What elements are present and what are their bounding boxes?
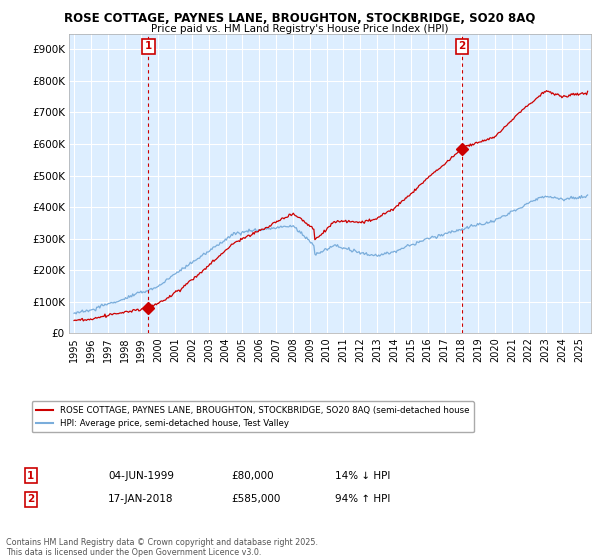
Text: £585,000: £585,000 <box>231 494 280 505</box>
Text: £80,000: £80,000 <box>231 470 274 480</box>
Text: ROSE COTTAGE, PAYNES LANE, BROUGHTON, STOCKBRIDGE, SO20 8AQ: ROSE COTTAGE, PAYNES LANE, BROUGHTON, ST… <box>64 12 536 25</box>
Text: 2: 2 <box>458 41 466 51</box>
Text: 1: 1 <box>27 470 34 480</box>
Text: 2: 2 <box>27 494 34 505</box>
Text: 94% ↑ HPI: 94% ↑ HPI <box>335 494 391 505</box>
Text: 14% ↓ HPI: 14% ↓ HPI <box>335 470 391 480</box>
Legend: ROSE COTTAGE, PAYNES LANE, BROUGHTON, STOCKBRIDGE, SO20 8AQ (semi-detached house: ROSE COTTAGE, PAYNES LANE, BROUGHTON, ST… <box>32 402 474 432</box>
Text: Price paid vs. HM Land Registry's House Price Index (HPI): Price paid vs. HM Land Registry's House … <box>151 24 449 34</box>
Text: 1: 1 <box>145 41 152 51</box>
Text: Contains HM Land Registry data © Crown copyright and database right 2025.
This d: Contains HM Land Registry data © Crown c… <box>6 538 318 557</box>
Text: 17-JAN-2018: 17-JAN-2018 <box>108 494 173 505</box>
Text: 04-JUN-1999: 04-JUN-1999 <box>108 470 174 480</box>
